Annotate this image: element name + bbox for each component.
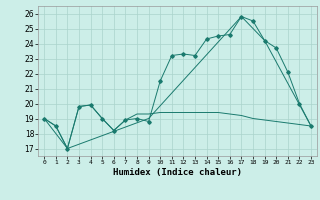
X-axis label: Humidex (Indice chaleur): Humidex (Indice chaleur) xyxy=(113,168,242,177)
